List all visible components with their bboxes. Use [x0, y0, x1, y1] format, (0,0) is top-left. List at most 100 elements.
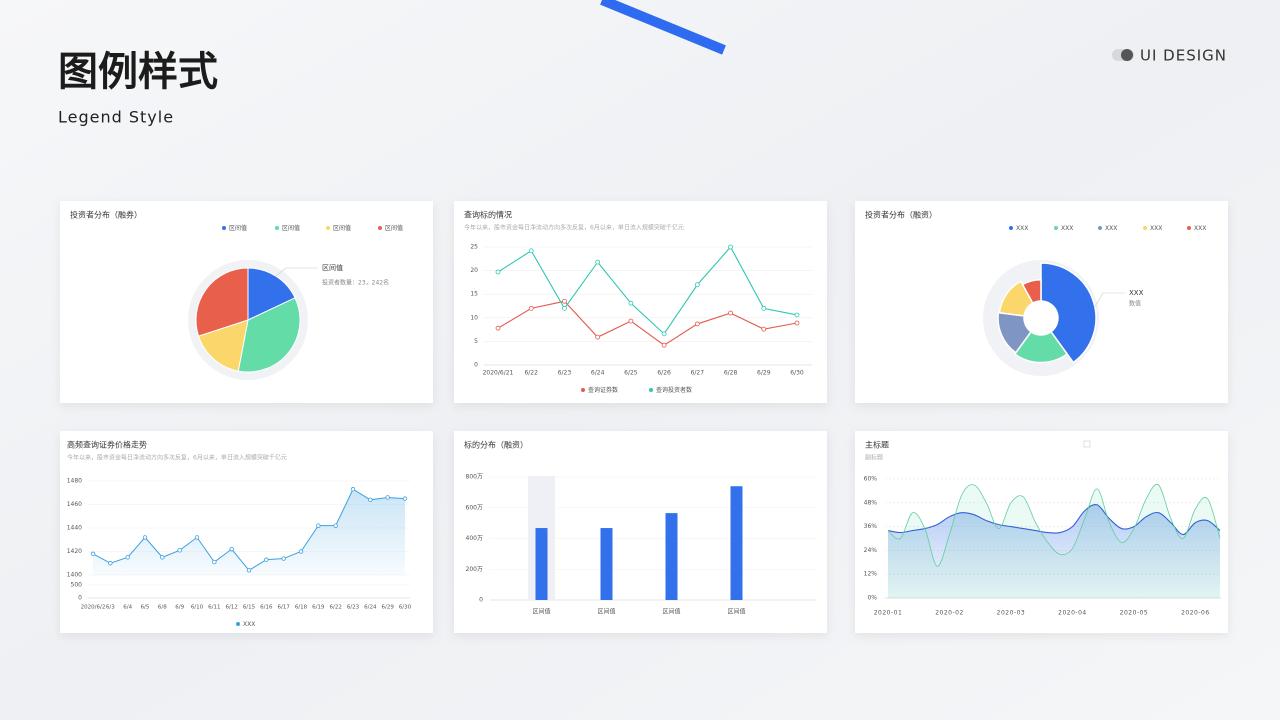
x-tick-label: 6/3 [106, 605, 115, 611]
x-tick-label: 6/15 [243, 605, 256, 611]
point [794, 320, 800, 326]
decor-bar [600, 0, 726, 55]
legend-swatch [1143, 226, 1147, 230]
callout-line [275, 267, 318, 277]
legend-swatch [1054, 226, 1058, 230]
bar [730, 486, 743, 600]
chart-title: 投资者分布（融资） [865, 210, 937, 220]
point [385, 495, 390, 500]
chart-subtitle: 副标题 [865, 454, 883, 462]
point [212, 559, 217, 565]
point [595, 334, 601, 340]
point [761, 305, 767, 311]
x-tick-label: 6/30 [790, 370, 804, 377]
x-tick-label: 6/26 [657, 370, 671, 377]
legend-swatch [236, 622, 240, 626]
x-tick-label: 区间值 [662, 608, 680, 616]
y-tick-label: 60% [864, 476, 878, 483]
legend-swatch [222, 226, 226, 230]
point [402, 496, 408, 501]
legend-label: XXX [1061, 225, 1073, 232]
y-tick-label: 36% [864, 523, 878, 530]
point [108, 561, 113, 566]
point [761, 326, 767, 332]
y-tick-label: 0 [479, 597, 483, 604]
y-tick-label: 1440 [67, 525, 82, 532]
point [229, 546, 234, 552]
y-tick-label: 0% [867, 595, 877, 602]
chart-card: 高频查询证券价格走势今年以来，股市资金每日净流动方向多次反复，6月以来，单日流入… [60, 431, 433, 633]
point [350, 487, 356, 492]
y-tick-label: 0 [474, 362, 478, 369]
point [562, 305, 567, 311]
x-tick-label: 区间值 [597, 608, 615, 616]
y-tick-label: 1400 [67, 572, 82, 579]
legend-label: 区间值 [229, 224, 247, 232]
x-tick-label: 2020/6/2 [81, 605, 106, 611]
legend-swatch [326, 226, 330, 230]
chart-card: 查询标的情况今年以来，股市资金每日净流动方向多次反复，6月以来，单日流入规模突破… [454, 201, 827, 403]
callout-text: 投资者数量：23，242名 [322, 279, 389, 287]
x-tick-label: 6/22 [329, 605, 341, 611]
y-tick-label: 1480 [67, 478, 82, 485]
point [368, 497, 373, 502]
x-tick-label: 6/16 [260, 605, 273, 611]
x-tick-label: 6/17 [277, 605, 290, 611]
point [495, 325, 501, 331]
x-tick-label: 6/11 [208, 605, 220, 611]
point [90, 551, 96, 557]
x-tick-label: 2020-05 [1120, 610, 1149, 617]
series-line [887, 503, 1221, 536]
legend-label: 查询证券数 [588, 386, 618, 394]
point [562, 298, 567, 304]
x-tick-label: 6/24 [364, 605, 377, 611]
y-tick-label: 12% [864, 571, 878, 578]
y-tick-label: 200万 [466, 566, 483, 573]
y-tick-label: 25 [470, 244, 478, 251]
callout-text: 数值 [1129, 300, 1141, 308]
y-tick-label: 0 [78, 595, 82, 602]
legend-swatch [1187, 226, 1191, 230]
x-tick-label: 2020-03 [997, 610, 1026, 617]
y-tick-label: 24% [864, 547, 878, 554]
y-tick-label: 5 [474, 338, 478, 345]
chart-subtitle: 今年以来，股市资金每日净流动方向多次反复，6月以来，单日流入规模突破千亿元 [67, 454, 287, 462]
point [177, 548, 182, 553]
point [794, 312, 800, 318]
y-tick-label: 600万 [466, 504, 483, 511]
x-tick-label: 6/19 [312, 605, 325, 611]
x-tick-label: 6/23 [558, 370, 572, 377]
point [628, 300, 634, 306]
callout-line [1094, 292, 1125, 307]
legend-label: 区间值 [282, 224, 300, 232]
point [694, 321, 700, 327]
point [125, 555, 130, 560]
x-tick-label: 6/30 [399, 605, 412, 611]
point [194, 535, 200, 540]
page-subtitle: Legend Style [58, 108, 174, 127]
x-tick-label: 6/29 [757, 370, 771, 377]
x-tick-label: 6/5 [141, 605, 150, 611]
point [316, 523, 321, 528]
y-tick-label: 1420 [67, 548, 82, 555]
page-title: 图例样式 [58, 49, 218, 95]
point [595, 259, 601, 265]
chart-title: 标的分布（融资） [464, 440, 528, 450]
point [281, 556, 286, 561]
series-line [497, 300, 798, 346]
y-tick-label: 500 [71, 582, 83, 589]
chart-title: 投资者分布（融券） [70, 210, 142, 220]
point [495, 269, 501, 275]
point [528, 248, 534, 254]
x-tick-label: 6/10 [191, 605, 204, 611]
point [661, 342, 667, 348]
y-tick-label: 1460 [67, 501, 82, 508]
point [728, 244, 733, 250]
rose-hole [1024, 301, 1058, 335]
bar [535, 528, 548, 600]
chart-title: 高频查询证券价格走势 [67, 440, 147, 450]
bar [600, 528, 613, 600]
pie-slice [197, 319, 249, 372]
